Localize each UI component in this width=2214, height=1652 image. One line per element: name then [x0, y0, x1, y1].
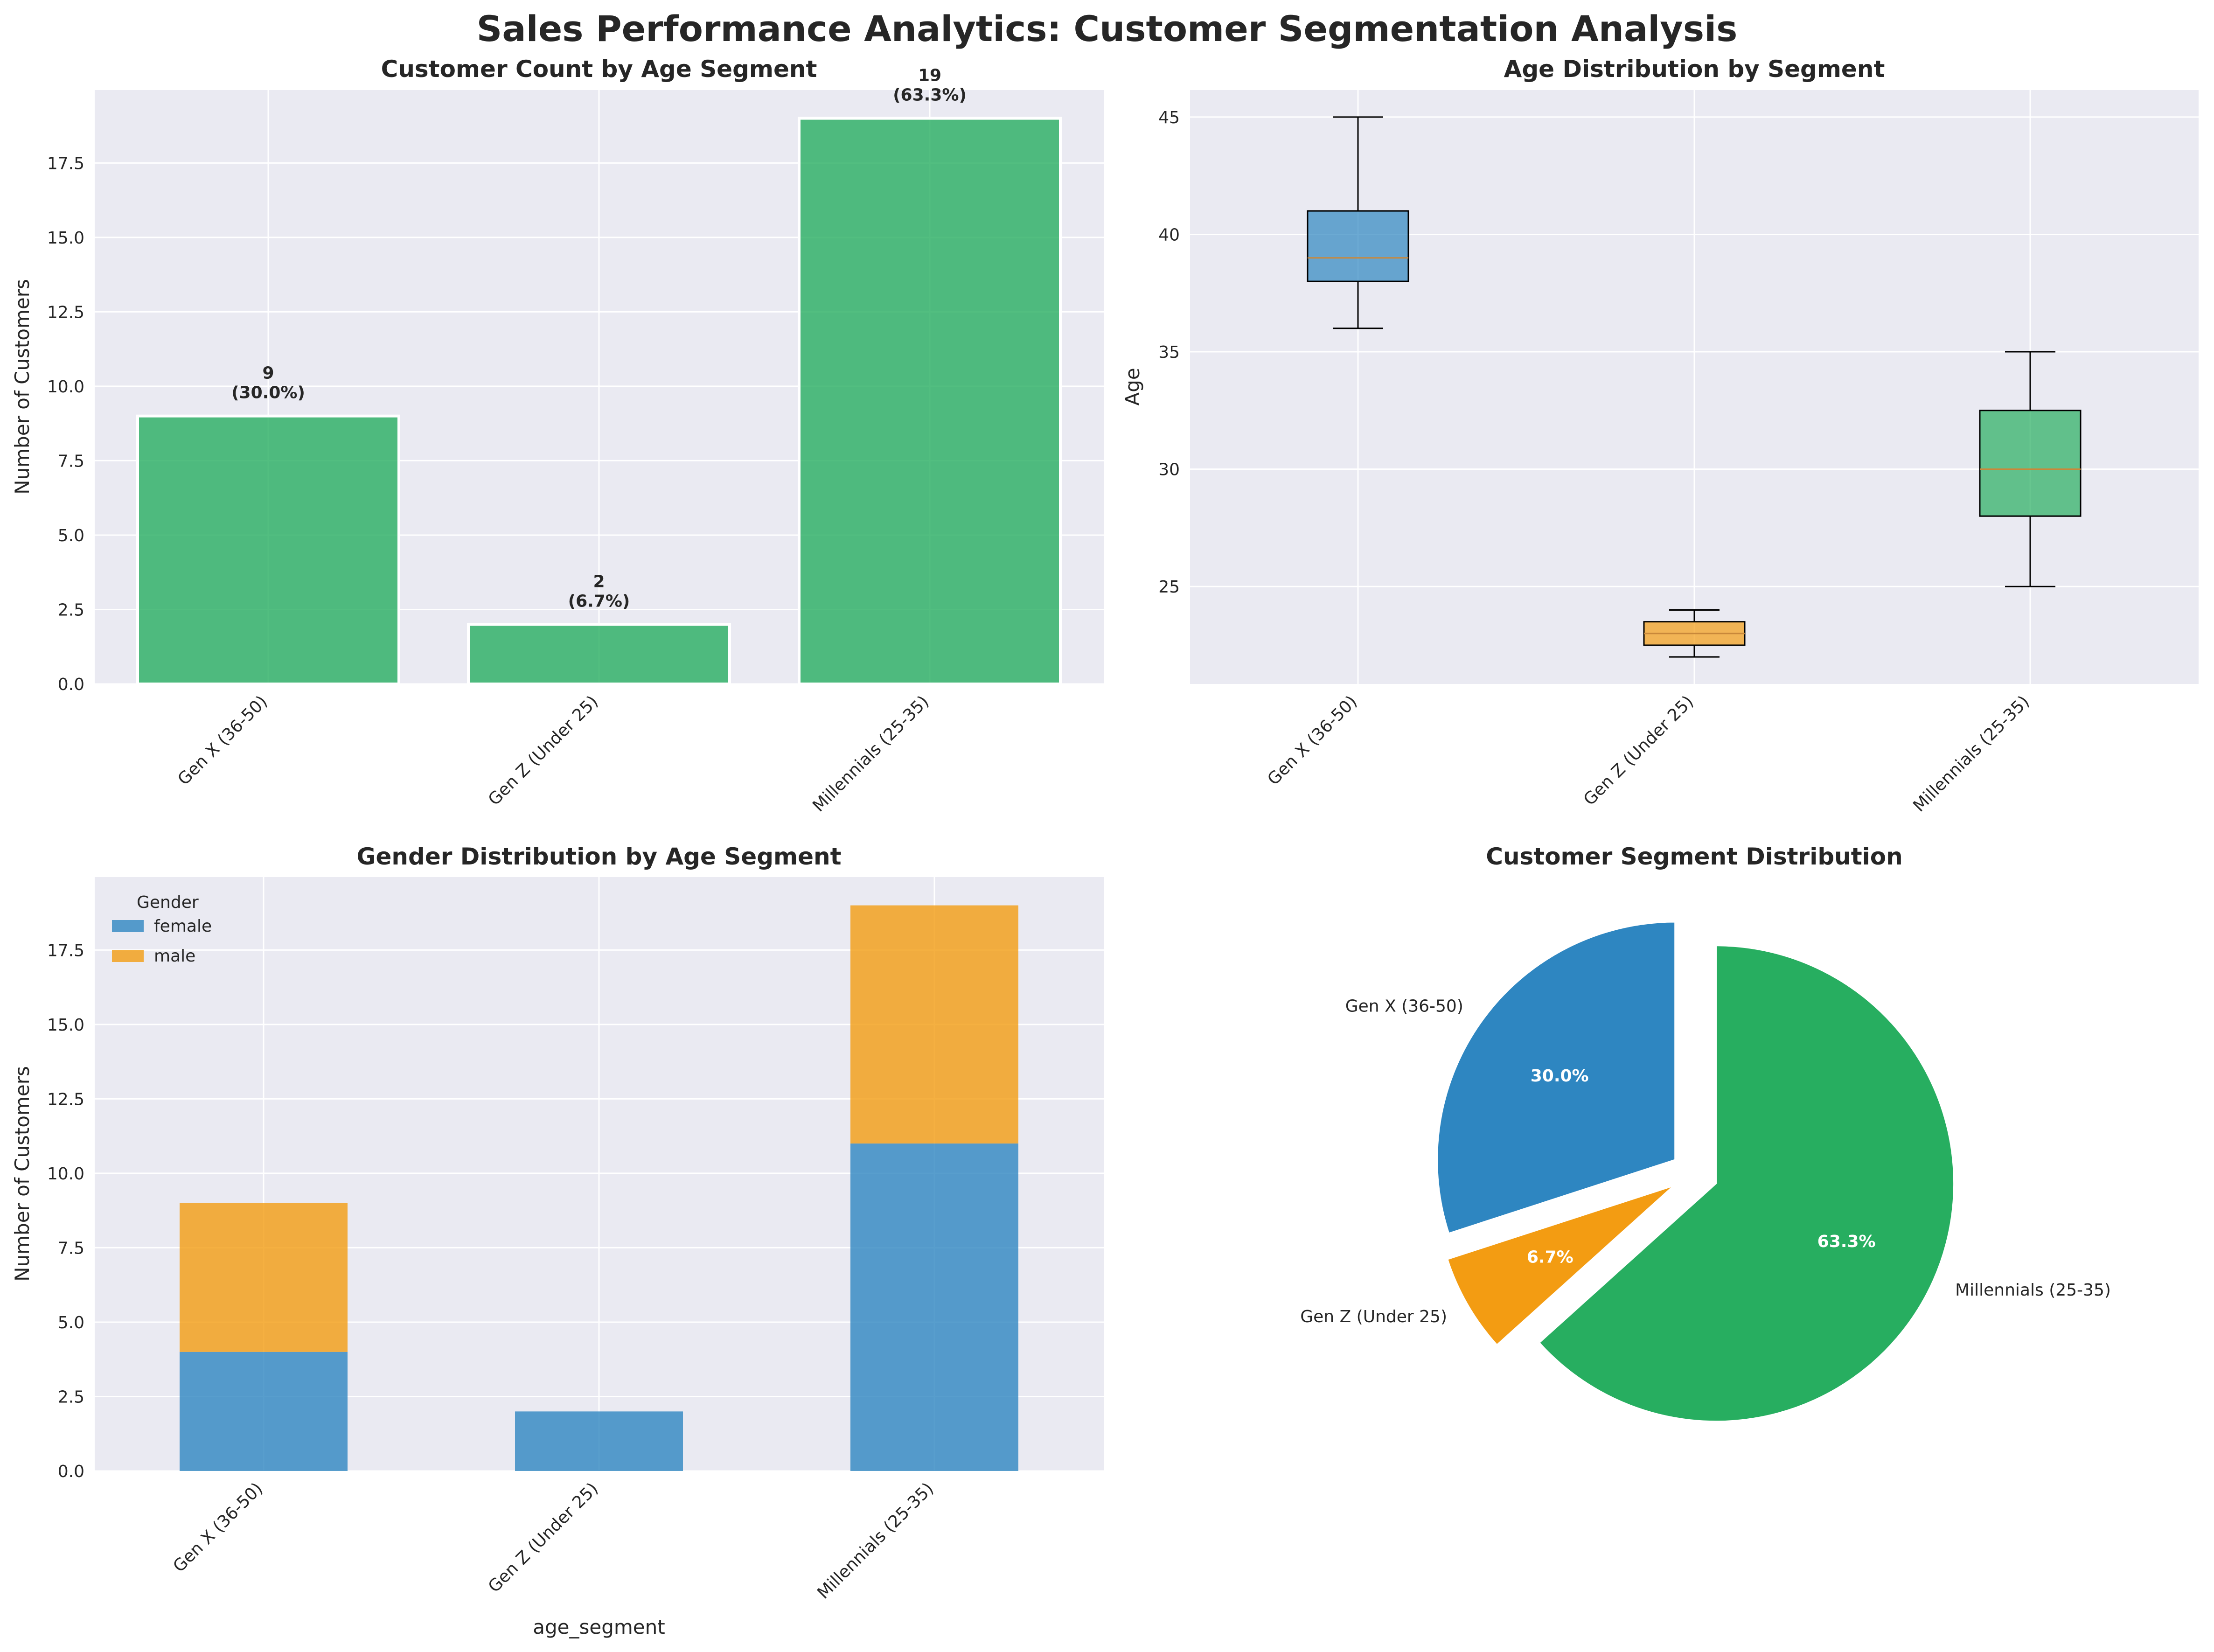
pie-slice-label: Millennials (25-35): [1955, 1281, 2111, 1300]
stacked-bar-male: [850, 905, 1018, 1144]
y-tick-label: 5.0: [58, 1313, 84, 1332]
boxes: [1307, 116, 2082, 658]
y-tick-label: 17.5: [47, 941, 84, 960]
y-tick-label: 12.5: [47, 303, 84, 322]
y-tick-label: 12.5: [47, 1090, 84, 1109]
chart-title: Gender Distribution by Age Segment: [356, 843, 841, 870]
bars: 9(30.0%) 2(6.7%) 19(63.3%): [136, 66, 1062, 686]
pie-slice-label: Gen X (36-50): [1345, 997, 1463, 1016]
y-axis-label: Number of Customers: [11, 1066, 34, 1282]
legend: Gender female male: [112, 893, 212, 966]
chart-title: Customer Segment Distribution: [1486, 843, 1902, 870]
bar-value-label: 9: [262, 364, 274, 383]
pie-percent-label: 30.0%: [1531, 1066, 1589, 1086]
bar-percent-label: (63.3%): [893, 86, 967, 105]
y-tick-label: 7.5: [58, 1239, 84, 1258]
legend-swatch-male: [112, 950, 144, 962]
pie-slice-label: Gen Z (Under 25): [1300, 1307, 1447, 1326]
y-tick-label: 2.5: [58, 600, 84, 620]
y-tick-label: 7.5: [58, 452, 84, 471]
y-tick-label: 25: [1158, 578, 1180, 597]
segment-pie-chart: Customer Segment Distribution Gen X (36-…: [1300, 843, 2111, 1422]
y-tick-label: 17.5: [47, 154, 84, 173]
pie-slice: [1538, 945, 1955, 1422]
stacked-bar-male: [180, 1203, 348, 1352]
bar-value-label: 19: [918, 66, 941, 85]
y-tick-label: 2.5: [58, 1387, 84, 1407]
y-tick-label: 10.0: [47, 377, 84, 397]
stacked-bar-female: [850, 1143, 1018, 1471]
y-axis-label: Age: [1121, 368, 1144, 405]
stacked-bar-female: [515, 1411, 683, 1471]
y-tick-label: 30: [1158, 460, 1180, 480]
pie-slices: Gen X (36-50) 30.0% Gen Z (Under 25) 6.7% Mi…: [1300, 921, 2111, 1422]
y-axis-label: Number of Customers: [11, 279, 34, 495]
chart-title: Customer Count by Age Segment: [381, 56, 817, 83]
bars: [180, 905, 1018, 1471]
pie-percent-label: 63.3%: [1817, 1232, 1876, 1251]
bar-value-label: 2: [593, 572, 605, 591]
stacked-bar-female: [180, 1352, 348, 1471]
y-tick-label: 35: [1158, 343, 1180, 362]
pie-slice: [1436, 921, 1676, 1234]
y-tick-label: 0.0: [58, 1462, 84, 1481]
y-tick-label: 40: [1158, 225, 1180, 244]
y-tick-label: 15.0: [47, 229, 84, 248]
bar-percent-label: (30.0%): [231, 383, 305, 403]
bar: [467, 623, 731, 686]
chart-title: Age Distribution by Segment: [1504, 56, 1885, 83]
y-tick-label: 5.0: [58, 526, 84, 545]
x-axis-label: age_segment: [533, 1616, 665, 1638]
legend-swatch-female: [112, 920, 144, 932]
legend-title: Gender: [137, 893, 199, 912]
bar: [798, 117, 1062, 686]
box-body: [1307, 210, 1409, 282]
legend-label-male: male: [154, 947, 195, 966]
y-tick-label: 0.0: [58, 675, 84, 694]
box-body: [1979, 410, 2082, 517]
bar-percent-label: (6.7%): [568, 592, 630, 611]
figure-suptitle: Sales Performance Analytics: Customer Se…: [477, 8, 1738, 49]
bar: [136, 414, 400, 685]
y-tick-label: 45: [1158, 108, 1180, 127]
y-tick-label: 15.0: [47, 1016, 84, 1035]
pie-slice: [1446, 1185, 1674, 1346]
legend-label-female: female: [154, 917, 212, 936]
pie-percent-label: 6.7%: [1527, 1248, 1573, 1267]
y-tick-label: 10.0: [47, 1164, 84, 1184]
